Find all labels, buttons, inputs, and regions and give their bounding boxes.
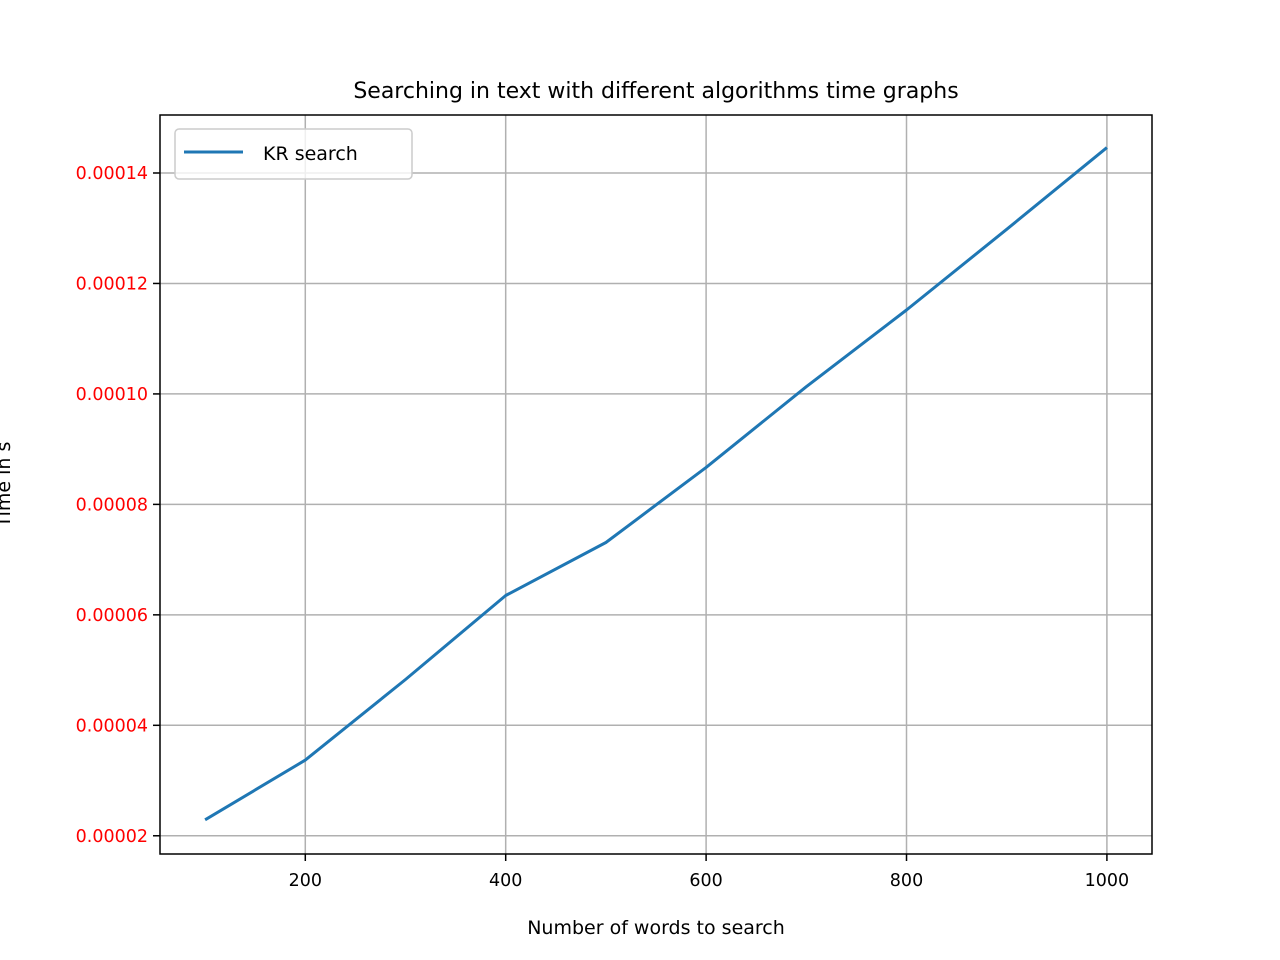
x-tick-label: 400 — [489, 871, 522, 891]
series-line — [204, 146, 1108, 822]
y-tick-label: 0.00014 — [76, 164, 148, 184]
x-tick-label: 1000 — [1085, 871, 1130, 891]
y-tick-label: 0.00004 — [76, 716, 148, 736]
x-tick-label: 800 — [890, 871, 923, 891]
y-tick-label: 0.00002 — [76, 827, 148, 847]
y-tick-label: 0.00012 — [76, 274, 148, 294]
y-tick-label: 0.00010 — [76, 385, 148, 405]
legend-entry-label: KR search — [263, 143, 358, 165]
x-axis-label: Number of words to search — [527, 917, 785, 939]
x-tick-label: 200 — [289, 871, 322, 891]
y-tick-label: 0.00006 — [76, 606, 148, 626]
grid-lines — [160, 115, 1152, 854]
legend-box — [174, 128, 413, 180]
x-tick-label: 600 — [689, 871, 722, 891]
legend: KR search — [174, 128, 413, 180]
y-axis-ticks: 0.00002 0.00004 0.00006 0.00008 0.00010 0.000… — [76, 164, 160, 847]
series-layer — [204, 146, 1108, 822]
y-axis-label: Time in s — [0, 442, 15, 529]
chart-title: Searching in text with different algorit… — [353, 79, 958, 104]
plot-area-frame — [159, 114, 1153, 855]
y-tick-label: 0.00008 — [76, 495, 148, 515]
x-axis-ticks: 200 400 600 800 1000 — [289, 854, 1130, 891]
